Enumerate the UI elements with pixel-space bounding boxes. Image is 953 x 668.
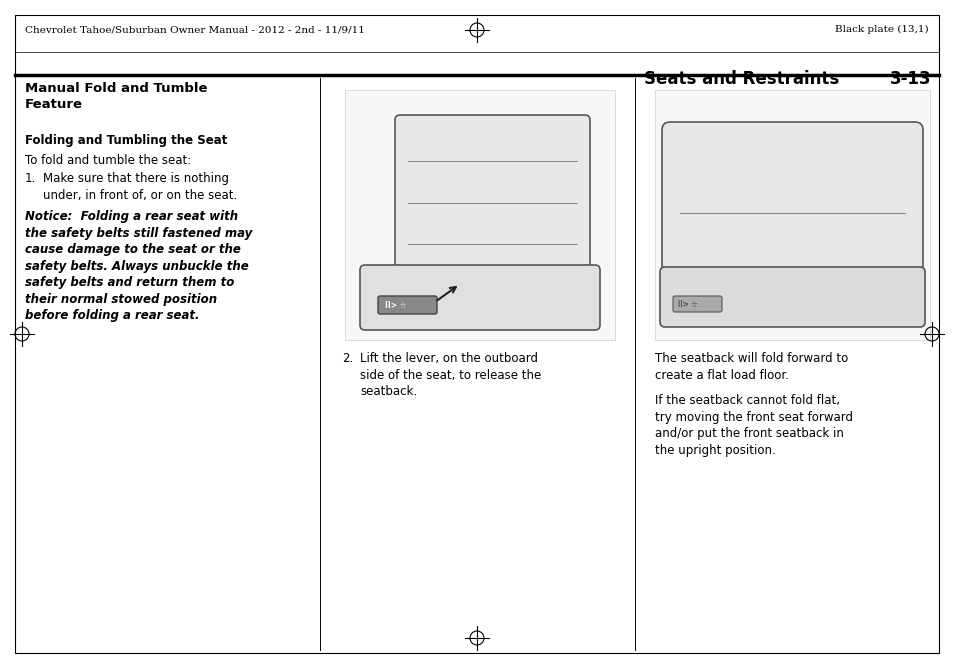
Text: Chevrolet Tahoe/Suburban Owner Manual - 2012 - 2nd - 11/9/11: Chevrolet Tahoe/Suburban Owner Manual - … (25, 25, 364, 34)
Text: Lift the lever, on the outboard
side of the seat, to release the
seatback.: Lift the lever, on the outboard side of … (359, 352, 540, 398)
Text: To fold and tumble the seat:: To fold and tumble the seat: (25, 154, 191, 167)
Text: The seatback will fold forward to
create a flat load floor.: The seatback will fold forward to create… (655, 352, 847, 381)
Bar (655, 90, 929, 340)
Text: 3-13: 3-13 (889, 70, 931, 88)
Text: Folding and Tumbling the Seat: Folding and Tumbling the Seat (25, 134, 227, 147)
Bar (345, 90, 615, 340)
FancyBboxPatch shape (377, 296, 436, 314)
Text: II> ☆: II> ☆ (385, 301, 406, 309)
FancyBboxPatch shape (672, 296, 721, 312)
Text: II> ☆: II> ☆ (678, 299, 698, 309)
Text: Seats and Restraints: Seats and Restraints (643, 70, 838, 88)
FancyBboxPatch shape (395, 115, 589, 290)
Text: 1.: 1. (25, 172, 36, 185)
Text: If the seatback cannot fold flat,
try moving the front seat forward
and/or put t: If the seatback cannot fold flat, try mo… (655, 394, 852, 456)
Text: Manual Fold and Tumble
Feature: Manual Fold and Tumble Feature (25, 82, 208, 111)
Text: Make sure that there is nothing
under, in front of, or on the seat.: Make sure that there is nothing under, i… (43, 172, 237, 202)
FancyBboxPatch shape (659, 267, 924, 327)
FancyBboxPatch shape (661, 122, 923, 288)
Text: 2.: 2. (341, 352, 353, 365)
Text: Notice:  Folding a rear seat with
the safety belts still fastened may
cause dama: Notice: Folding a rear seat with the saf… (25, 210, 252, 322)
FancyBboxPatch shape (359, 265, 599, 330)
Text: Black plate (13,1): Black plate (13,1) (835, 25, 928, 34)
